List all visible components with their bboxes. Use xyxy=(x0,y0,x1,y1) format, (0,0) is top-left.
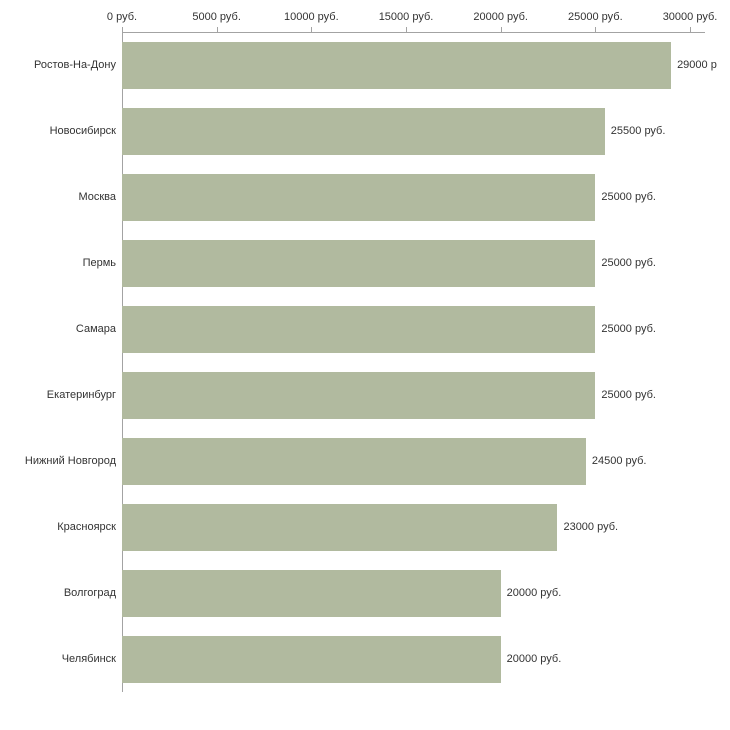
bar-value-label: 25500 руб. xyxy=(610,125,666,137)
category-label: Самара xyxy=(75,323,116,335)
bar xyxy=(122,437,586,485)
x-tick-mark xyxy=(406,27,407,32)
bar-value-label: 29000 р xyxy=(677,59,717,71)
x-axis-line xyxy=(122,32,705,33)
bar-value-label: 20000 руб. xyxy=(506,587,562,599)
bar-value-label: 20000 руб. xyxy=(506,653,562,665)
category-label: Екатеринбург xyxy=(46,389,116,401)
bar xyxy=(122,371,596,419)
bar xyxy=(122,503,558,551)
y-axis-line xyxy=(122,32,123,692)
x-tick-label: 25000 руб. xyxy=(568,11,623,23)
category-label: Пермь xyxy=(82,257,116,269)
x-tick-label: 15000 руб. xyxy=(378,11,434,23)
x-tick-label: 0 руб. xyxy=(106,11,138,23)
x-tick-label: 20000 руб. xyxy=(473,11,528,23)
bar xyxy=(122,173,596,221)
category-label: Ростов-На-Дону xyxy=(33,59,116,71)
bar xyxy=(122,635,501,683)
bar-value-label: 24500 руб. xyxy=(591,455,647,467)
bar-value-label: 25000 руб. xyxy=(601,191,656,203)
category-label: Волгоград xyxy=(63,587,116,599)
x-tick-label: 10000 руб. xyxy=(284,11,339,23)
category-label: Новосибирск xyxy=(49,125,116,137)
bar-value-label: 25000 руб. xyxy=(601,257,656,269)
bar-value-label: 23000 руб. xyxy=(563,521,619,533)
x-tick-mark xyxy=(216,27,218,32)
x-tick-mark xyxy=(690,27,691,32)
bar xyxy=(122,305,596,353)
bar xyxy=(122,239,596,287)
x-tick-mark xyxy=(595,27,597,32)
bar-value-label: 25000 руб. xyxy=(601,323,656,335)
x-tick-label: 5000 руб. xyxy=(192,11,241,23)
category-label: Челябинск xyxy=(61,653,116,665)
x-tick-label: 30000 руб. xyxy=(662,11,718,23)
bar xyxy=(122,107,605,155)
bar xyxy=(122,569,501,617)
category-label: Красноярск xyxy=(57,521,116,533)
x-tick-mark xyxy=(311,27,313,32)
x-tick-mark xyxy=(122,27,123,32)
bar-value-label: 25000 руб. xyxy=(601,389,656,401)
category-label: Нижний Новгород xyxy=(24,455,116,467)
bar xyxy=(122,41,672,89)
category-label: Москва xyxy=(78,191,116,203)
x-tick-mark xyxy=(500,27,502,32)
